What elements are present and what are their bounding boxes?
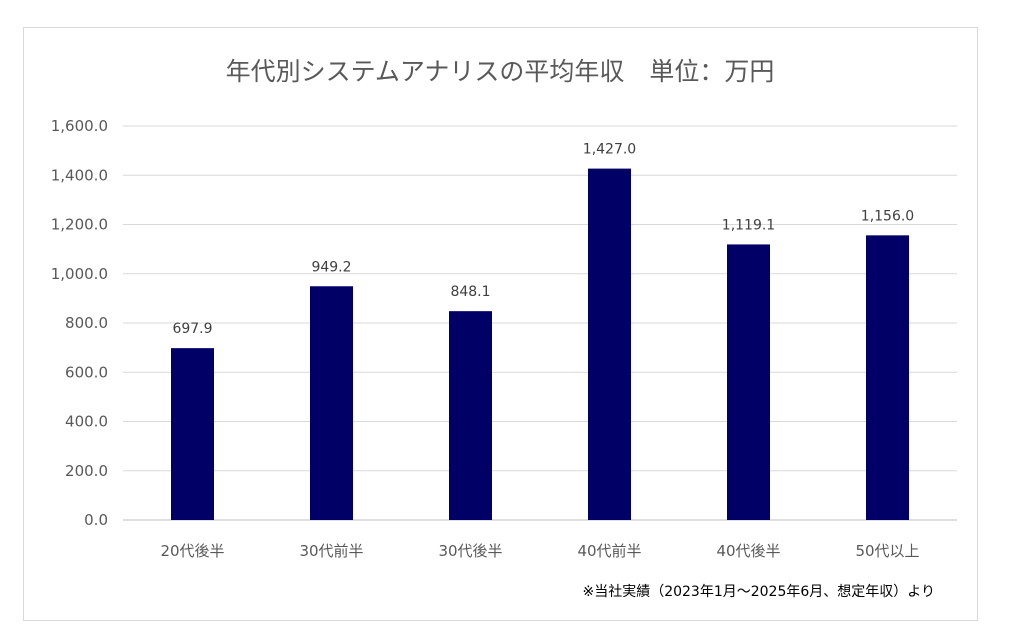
footnote: ※当社実績（2023年1月～2025年6月、想定年収）より — [582, 584, 935, 600]
bar-3 — [588, 168, 631, 520]
data-label-2: 848.1 — [450, 284, 490, 300]
y-tick-label: 600.0 — [65, 363, 108, 381]
x-tick-label-2: 30代後半 — [438, 542, 502, 560]
y-tick-label: 400.0 — [65, 413, 108, 431]
x-tick-label-5: 50代以上 — [855, 542, 919, 560]
bar-5 — [866, 235, 909, 520]
y-tick-label: 1,000.0 — [51, 265, 108, 283]
data-label-5: 1,156.0 — [861, 208, 914, 224]
bar-2 — [449, 311, 492, 520]
y-tick-label: 1,600.0 — [51, 117, 108, 135]
bar-4 — [727, 244, 770, 520]
y-axis-ticks: 0.0 200.0 400.0 600.0 800.0 1,000.0 1,200.0 1,4… — [51, 117, 108, 529]
y-tick-label: 1,200.0 — [51, 216, 108, 234]
gridlines — [123, 125, 957, 521]
data-label-4: 1,119.1 — [722, 217, 775, 233]
bar-0 — [171, 348, 214, 520]
x-tick-label-3: 40代前半 — [577, 542, 641, 560]
x-tick-label-1: 30代前半 — [299, 542, 363, 560]
data-labels: 697.9 949.2 848.1 1,427.0 1,119.1 1,156.0 — [172, 142, 914, 338]
data-label-0: 697.9 — [172, 321, 212, 337]
y-tick-label: 800.0 — [65, 314, 108, 332]
x-axis-ticks: 20代後半 30代前半 30代後半 40代前半 40代後半 50代以上 — [160, 542, 919, 560]
x-tick-label-0: 20代後半 — [160, 542, 224, 560]
chart-title: 年代別システムアナリスの平均年収 単位：万円 — [226, 57, 775, 86]
bar-1 — [310, 286, 353, 520]
data-label-3: 1,427.0 — [583, 142, 636, 158]
y-tick-label: 200.0 — [65, 462, 108, 480]
y-tick-label: 1,400.0 — [51, 166, 108, 184]
y-tick-label: 0.0 — [84, 511, 108, 529]
data-label-1: 949.2 — [311, 259, 351, 275]
bars — [171, 168, 909, 520]
x-tick-label-4: 40代後半 — [716, 542, 780, 560]
